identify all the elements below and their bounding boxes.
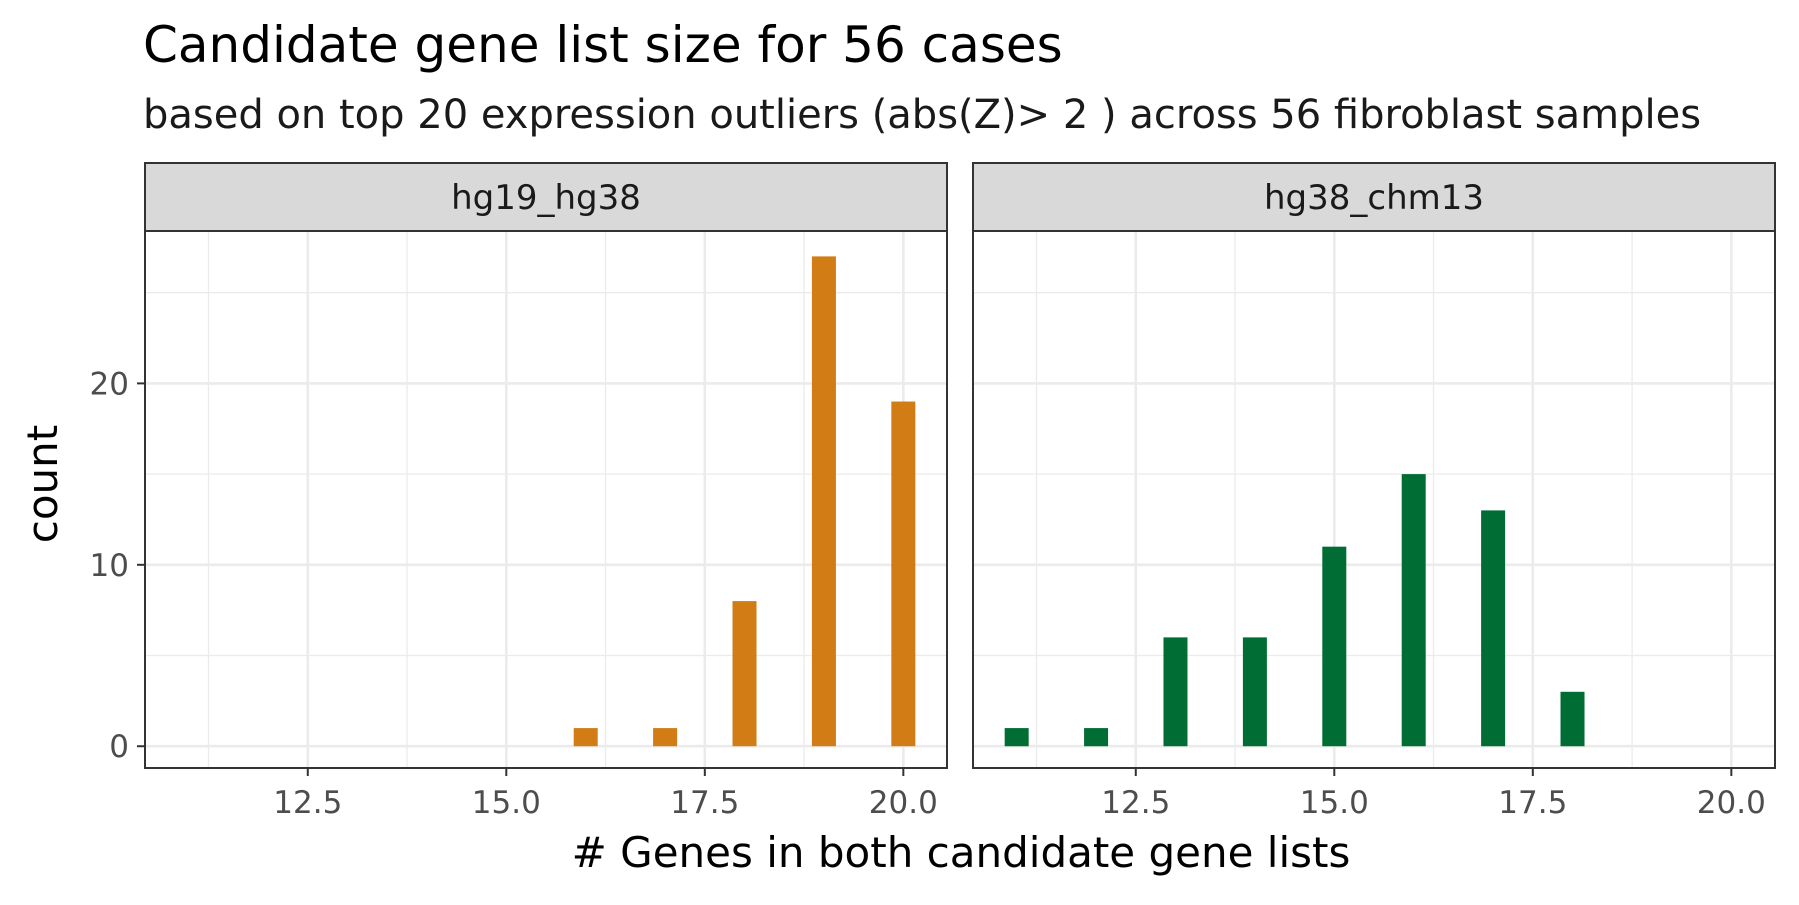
y-axis-title: count: [18, 425, 67, 544]
facet-strip: [144, 162, 948, 232]
bar-hg38_chm13-11: [1004, 728, 1029, 747]
facet-panel-hg19_hg38: hg19_hg38 12.5 15.0 17.5 20.0 0 10 20: [90, 162, 948, 821]
y-tick-label: 20: [90, 366, 129, 402]
bar-hg19_hg38-20: [891, 401, 916, 747]
chart-subtitle: based on top 20 expression outliers (abs…: [143, 92, 1701, 138]
bar-hg38_chm13-18: [1560, 691, 1585, 747]
x-tick-label: 20.0: [1697, 785, 1766, 821]
x-tick-label: 15.0: [472, 785, 541, 821]
bar-hg38_chm13-13: [1163, 637, 1188, 747]
chart-title: Candidate gene list size for 56 cases: [143, 16, 1063, 74]
x-tick-label: 20.0: [869, 785, 938, 821]
bar-hg19_hg38-17: [653, 728, 678, 747]
y-tick-label: 10: [90, 548, 129, 584]
facet-strip: [972, 162, 1776, 232]
bar-hg38_chm13-16: [1401, 474, 1426, 747]
bar-hg38_chm13-15: [1322, 546, 1347, 747]
bar-hg38_chm13-14: [1242, 637, 1267, 747]
bar-hg19_hg38-19: [811, 256, 836, 747]
x-tick-label: 17.5: [1498, 785, 1567, 821]
x-tick-label: 12.5: [1101, 785, 1170, 821]
facet-strip-label: hg19_hg38: [451, 178, 641, 218]
x-tick-label: 15.0: [1300, 785, 1369, 821]
bar-hg19_hg38-16: [573, 728, 598, 747]
facet-strip-label: hg38_chm13: [1264, 178, 1484, 218]
bar-hg38_chm13-12: [1084, 728, 1109, 747]
bar-hg38_chm13-17: [1481, 510, 1506, 747]
x-tick-label: 17.5: [670, 785, 739, 821]
bar-hg19_hg38-18: [732, 601, 757, 747]
x-tick-label: 12.5: [273, 785, 342, 821]
facet-panel-hg38_chm13: hg38_chm13 12.5 15.0 17.5 20.0: [972, 162, 1776, 821]
x-axis-title: # Genes in both candidate gene lists: [572, 828, 1351, 877]
y-tick-label: 0: [109, 729, 129, 765]
